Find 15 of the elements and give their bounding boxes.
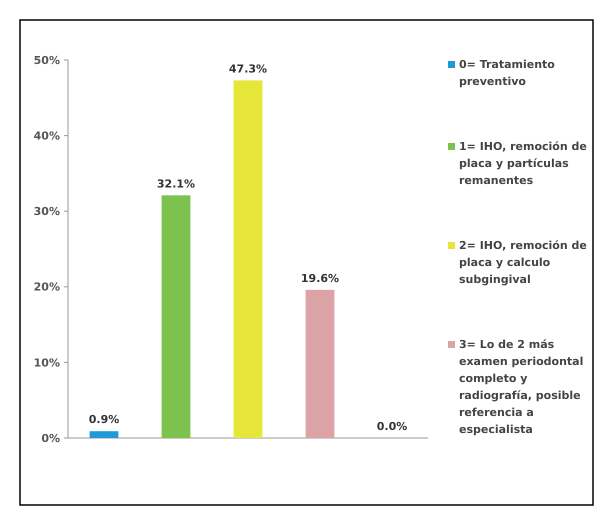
y-tick-label: 50% bbox=[34, 54, 60, 67]
data-label: 0.9% bbox=[88, 413, 120, 426]
legend-label: 3= Lo de 2 más examen periodontal completo y radiografía, posible referencia a especialista bbox=[459, 338, 584, 436]
data-label: 19.6% bbox=[300, 272, 340, 285]
data-label: 32.1% bbox=[156, 177, 196, 190]
y-tick-label: 20% bbox=[34, 280, 60, 294]
data-label: 0.0% bbox=[376, 420, 408, 433]
legend-label: 2= IHO, remoción de placa y calculo subgingival bbox=[459, 239, 587, 286]
legend-label: 1= IHO, remoción de placa y partículas remanentes bbox=[459, 140, 587, 187]
y-tick-label: 40% bbox=[34, 129, 60, 142]
y-tick-label: 0% bbox=[41, 432, 60, 445]
legend-label: 0= Tratamiento preventivo bbox=[459, 58, 556, 88]
data-label: 47.3% bbox=[228, 62, 268, 76]
y-tick-label: 10% bbox=[34, 356, 60, 370]
y-tick-label: 30% bbox=[34, 205, 60, 218]
